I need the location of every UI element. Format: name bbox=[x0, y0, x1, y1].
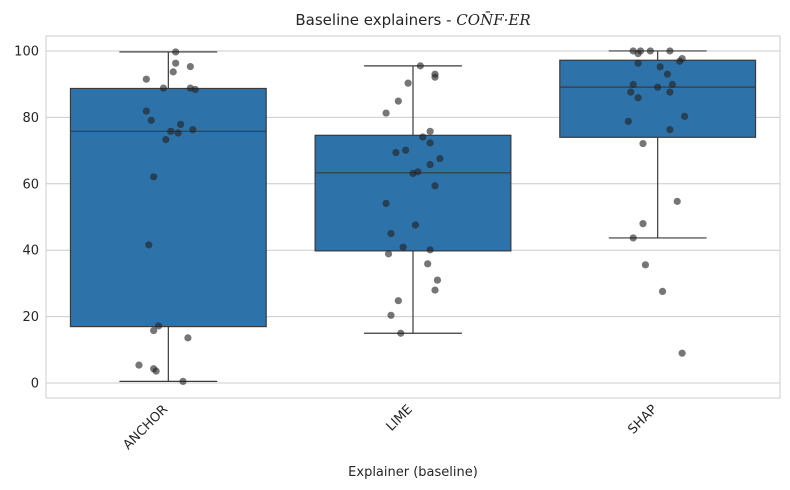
data-point bbox=[404, 79, 412, 87]
data-point bbox=[191, 85, 199, 94]
data-point bbox=[634, 59, 642, 67]
strip-points bbox=[135, 47, 689, 385]
data-point bbox=[142, 107, 150, 115]
data-point bbox=[172, 48, 180, 56]
data-point bbox=[184, 334, 192, 342]
plot-frame bbox=[45, 35, 781, 399]
chart-title-plain: Baseline explainers - bbox=[295, 11, 456, 29]
data-point bbox=[416, 62, 424, 70]
data-point bbox=[656, 63, 664, 71]
boxes bbox=[69, 50, 757, 382]
data-point bbox=[189, 126, 197, 134]
data-point bbox=[167, 127, 175, 135]
data-point bbox=[676, 57, 684, 65]
data-point bbox=[678, 349, 686, 357]
data-point bbox=[135, 361, 143, 369]
data-point bbox=[431, 73, 439, 81]
y-tick-label: 60 bbox=[22, 177, 39, 192]
y-tick-label: 0 bbox=[31, 377, 39, 392]
data-point bbox=[666, 47, 674, 55]
data-point bbox=[394, 97, 402, 105]
data-point bbox=[150, 173, 158, 181]
data-point bbox=[154, 322, 163, 330]
y-tick-label: 100 bbox=[14, 44, 39, 59]
data-point bbox=[634, 94, 642, 102]
x-tick-label: SHAP bbox=[625, 402, 660, 437]
data-point bbox=[673, 197, 681, 205]
data-point bbox=[680, 112, 689, 120]
data-point bbox=[426, 160, 434, 169]
data-point bbox=[382, 199, 390, 207]
y-tick-label: 40 bbox=[22, 244, 39, 259]
data-point bbox=[387, 230, 395, 238]
x-tick-label: LIME bbox=[384, 402, 416, 434]
data-point bbox=[426, 139, 434, 147]
box-anchor bbox=[69, 51, 267, 382]
data-point bbox=[402, 146, 410, 154]
data-point bbox=[384, 250, 393, 258]
data-point bbox=[147, 116, 155, 124]
box-lime bbox=[314, 65, 512, 334]
data-point bbox=[387, 311, 395, 319]
data-point bbox=[411, 221, 420, 229]
data-point bbox=[394, 297, 402, 305]
data-point bbox=[426, 246, 434, 254]
data-point bbox=[431, 182, 439, 190]
data-point bbox=[666, 126, 674, 134]
data-point bbox=[654, 83, 662, 91]
data-point bbox=[426, 127, 434, 135]
chart-title-math: CON̄F·ER bbox=[456, 11, 530, 29]
data-point bbox=[668, 80, 676, 89]
data-point bbox=[145, 241, 153, 249]
chart-title: Baseline explainers - CON̄F·ER bbox=[295, 11, 530, 29]
data-point bbox=[624, 117, 632, 125]
data-point bbox=[431, 286, 439, 294]
data-point bbox=[666, 88, 674, 96]
iqr-box bbox=[69, 87, 267, 328]
data-point bbox=[169, 68, 177, 76]
data-point bbox=[179, 377, 187, 385]
box-shap bbox=[559, 50, 757, 239]
y-tick-label: 20 bbox=[22, 310, 39, 325]
iqr-box bbox=[559, 59, 757, 138]
data-point bbox=[658, 287, 667, 295]
data-point bbox=[152, 367, 160, 375]
data-point bbox=[397, 329, 405, 337]
data-point bbox=[641, 261, 650, 269]
data-point bbox=[409, 169, 417, 178]
data-point bbox=[433, 276, 442, 284]
iqr-box bbox=[314, 134, 512, 252]
data-point bbox=[627, 88, 635, 96]
x-axis-label: Explainer (baseline) bbox=[348, 465, 478, 480]
data-point bbox=[419, 133, 427, 141]
data-point bbox=[150, 326, 158, 335]
data-point bbox=[174, 129, 182, 137]
data-point bbox=[663, 70, 672, 78]
data-point bbox=[629, 80, 637, 89]
data-point bbox=[634, 50, 642, 58]
data-point bbox=[142, 75, 150, 83]
data-point bbox=[646, 47, 654, 55]
data-point bbox=[424, 260, 432, 268]
data-point bbox=[382, 109, 390, 117]
y-tick-label: 80 bbox=[22, 111, 39, 126]
x-tick-label: ANCHOR bbox=[120, 402, 171, 453]
data-point bbox=[159, 84, 168, 92]
data-point bbox=[436, 154, 444, 163]
data-point bbox=[176, 120, 185, 128]
data-point bbox=[392, 148, 400, 157]
data-point bbox=[629, 234, 637, 242]
data-point bbox=[399, 243, 407, 251]
data-point bbox=[186, 62, 194, 71]
data-point bbox=[639, 220, 647, 228]
data-point bbox=[639, 140, 647, 148]
data-point bbox=[162, 136, 170, 144]
data-point bbox=[172, 59, 180, 67]
